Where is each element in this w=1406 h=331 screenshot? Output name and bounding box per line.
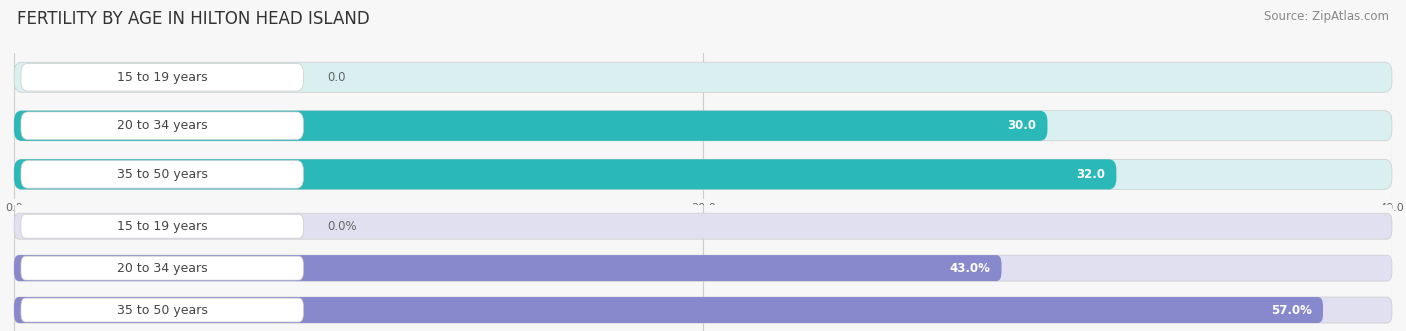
FancyBboxPatch shape xyxy=(14,255,1392,281)
Text: 0.0: 0.0 xyxy=(326,71,346,84)
FancyBboxPatch shape xyxy=(14,213,1392,239)
Text: 15 to 19 years: 15 to 19 years xyxy=(117,220,208,233)
Text: 30.0: 30.0 xyxy=(1008,119,1036,132)
Text: 35 to 50 years: 35 to 50 years xyxy=(117,304,208,316)
Text: 20 to 34 years: 20 to 34 years xyxy=(117,261,208,275)
FancyBboxPatch shape xyxy=(21,112,304,140)
FancyBboxPatch shape xyxy=(21,161,304,188)
Text: 20 to 34 years: 20 to 34 years xyxy=(117,119,208,132)
FancyBboxPatch shape xyxy=(21,64,304,91)
Text: 15 to 19 years: 15 to 19 years xyxy=(117,71,208,84)
Text: 32.0: 32.0 xyxy=(1077,168,1105,181)
FancyBboxPatch shape xyxy=(21,214,304,238)
Text: Source: ZipAtlas.com: Source: ZipAtlas.com xyxy=(1264,10,1389,23)
FancyBboxPatch shape xyxy=(14,297,1392,323)
Text: FERTILITY BY AGE IN HILTON HEAD ISLAND: FERTILITY BY AGE IN HILTON HEAD ISLAND xyxy=(17,10,370,28)
FancyBboxPatch shape xyxy=(14,297,1323,323)
Text: 57.0%: 57.0% xyxy=(1271,304,1312,316)
FancyBboxPatch shape xyxy=(14,111,1392,141)
FancyBboxPatch shape xyxy=(14,111,1047,141)
FancyBboxPatch shape xyxy=(21,298,304,322)
Text: 35 to 50 years: 35 to 50 years xyxy=(117,168,208,181)
FancyBboxPatch shape xyxy=(14,62,1392,92)
Text: 0.0%: 0.0% xyxy=(326,220,357,233)
Text: 43.0%: 43.0% xyxy=(949,261,990,275)
FancyBboxPatch shape xyxy=(14,255,1001,281)
FancyBboxPatch shape xyxy=(14,159,1392,189)
FancyBboxPatch shape xyxy=(21,256,304,280)
FancyBboxPatch shape xyxy=(14,159,1116,189)
